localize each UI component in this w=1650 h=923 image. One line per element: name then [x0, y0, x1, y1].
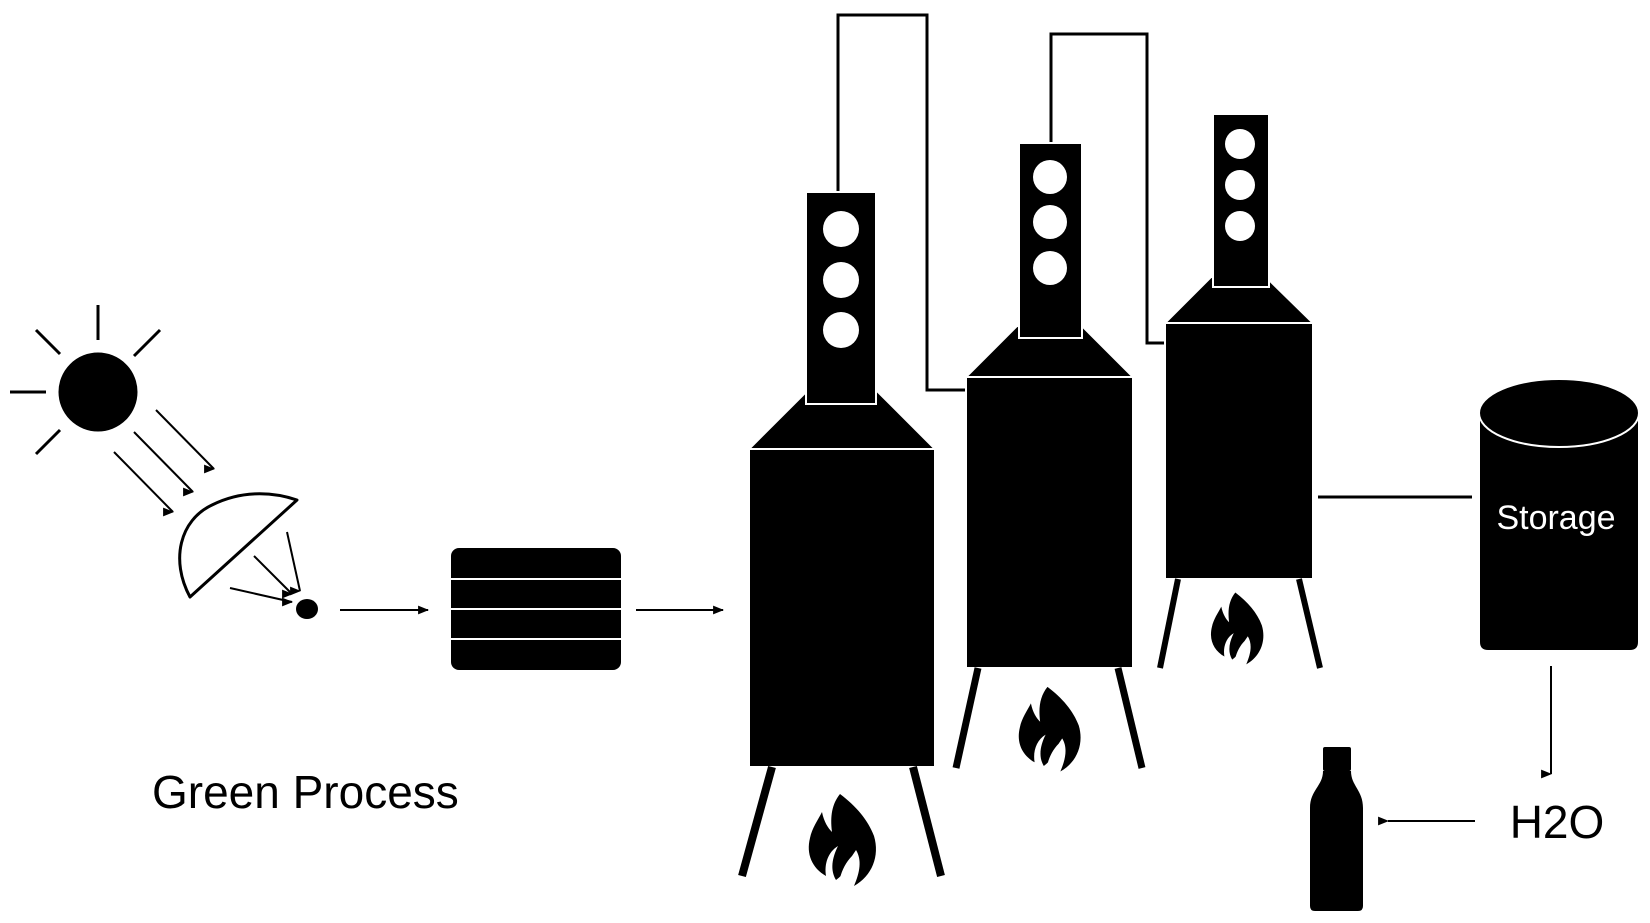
storage-label: Storage [1496, 499, 1615, 537]
flame-icon [1210, 592, 1264, 665]
sun-icon [10, 305, 162, 456]
flame-icon [808, 794, 876, 886]
solar-concentrator-icon [178, 492, 318, 619]
connecting-pipes [836, 13, 1472, 499]
storage-tank-icon: Storage [1478, 378, 1640, 650]
distillation-still-3 [1157, 113, 1323, 669]
flame-icon [1018, 686, 1081, 772]
distillation-still-2 [952, 142, 1146, 772]
sun-ray-arrows [113, 409, 216, 517]
heat-collector-icon [451, 548, 621, 670]
bottle-icon [1310, 747, 1363, 911]
water-label: H2O [1510, 796, 1605, 848]
distillation-still-1 [738, 191, 945, 886]
process-title: Green Process [152, 766, 459, 818]
